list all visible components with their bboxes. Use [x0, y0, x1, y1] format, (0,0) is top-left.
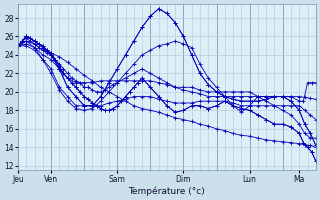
X-axis label: Température (°c): Température (°c) — [129, 186, 205, 196]
